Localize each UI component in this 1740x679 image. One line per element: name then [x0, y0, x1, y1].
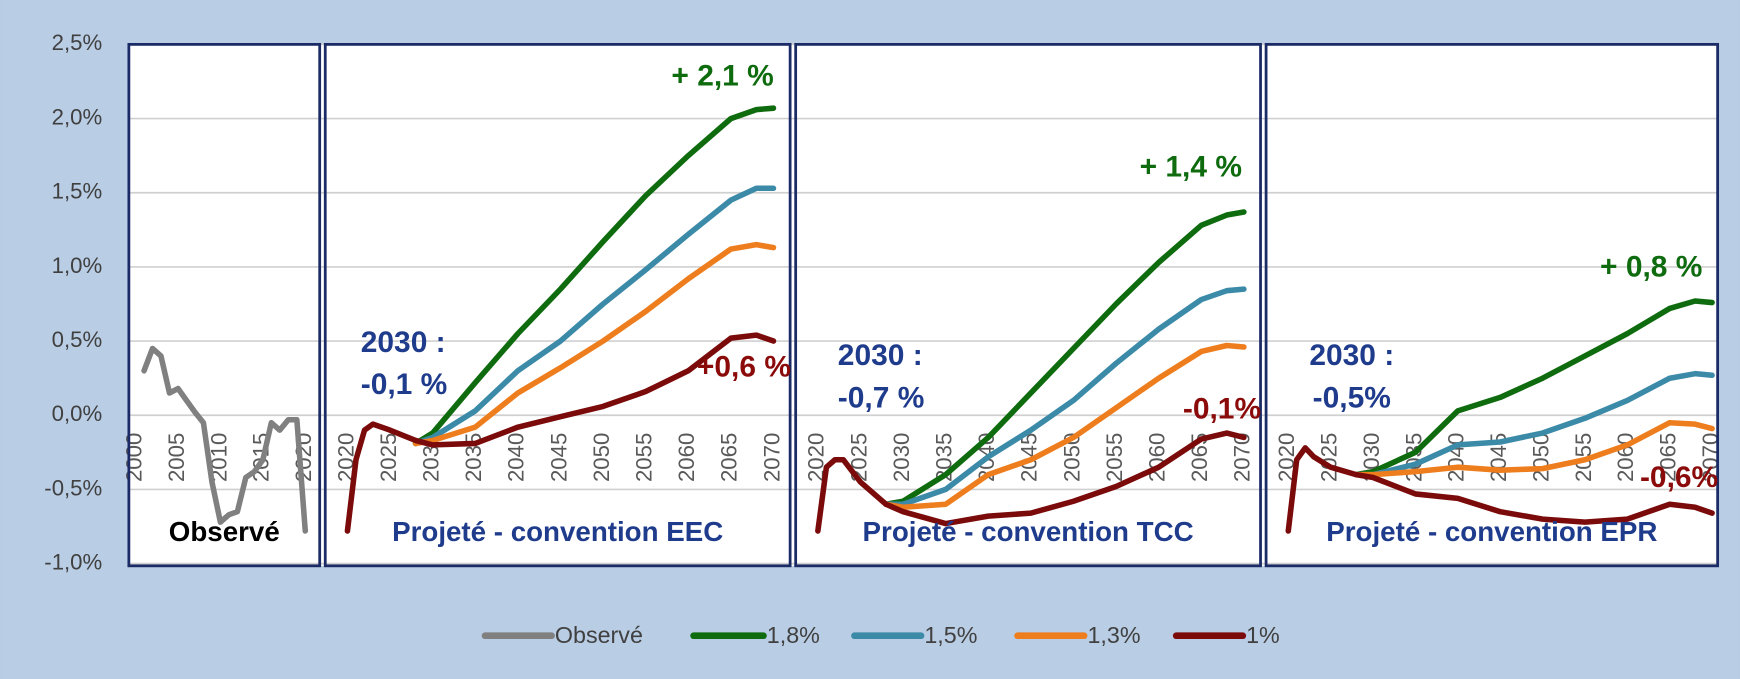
- annotation: -0,6%: [1640, 461, 1718, 494]
- x-tick-label: 2050: [1528, 433, 1553, 482]
- y-tick-label: 1,0%: [52, 253, 103, 278]
- y-tick-label: -1,0%: [44, 549, 102, 574]
- x-tick-label: 2070: [1230, 433, 1255, 482]
- x-tick-label: 2055: [1102, 433, 1127, 482]
- series-line: [412, 105, 777, 447]
- series-line: [1353, 419, 1715, 478]
- panel-title: Observé: [169, 516, 280, 547]
- annotation: 2030 :: [1309, 339, 1394, 372]
- series-line: [1353, 370, 1715, 478]
- annotation: +0,6 %: [697, 350, 791, 383]
- series-line: [344, 332, 777, 534]
- y-tick-label: -0,5%: [44, 475, 102, 500]
- x-tick-label: 2025: [846, 433, 871, 482]
- legend-label: 1,8%: [767, 622, 820, 648]
- series-line: [1285, 445, 1715, 534]
- plot-area: [128, 44, 1718, 566]
- legend-label: 1,5%: [924, 622, 977, 648]
- panel-frame: [323, 42, 792, 568]
- x-tick-label: 2005: [164, 433, 189, 482]
- series-line: [883, 342, 1247, 511]
- series-line: [412, 241, 777, 447]
- annotation: -0,5%: [1313, 381, 1391, 414]
- panel-title: Projeté - convention TCC: [863, 516, 1194, 547]
- series-line: [883, 286, 1247, 508]
- x-tick-label: 2040: [504, 433, 529, 482]
- series-line: [412, 185, 777, 447]
- series-line: [815, 430, 1247, 534]
- annotation: 2030 :: [361, 326, 446, 359]
- x-tick-label: 2065: [1656, 433, 1681, 482]
- x-tick-label: 2060: [674, 433, 699, 482]
- annotation: + 0,8 %: [1600, 250, 1702, 283]
- x-tick-label: 2045: [546, 433, 571, 482]
- y-tick-label: 0,5%: [52, 327, 103, 352]
- x-tick-label: 2025: [376, 433, 401, 482]
- x-tick-label: 2030: [889, 433, 914, 482]
- x-tick-label: 2055: [632, 433, 657, 482]
- annotation: -0,7 %: [838, 381, 925, 414]
- annotation: -0,1%: [1183, 392, 1261, 425]
- annotation: + 2,1 %: [671, 60, 773, 93]
- series-line: [1353, 298, 1715, 478]
- series-line: [883, 209, 1247, 508]
- x-tick-label: 2040: [1444, 433, 1469, 482]
- x-tick-label: 2050: [589, 433, 614, 482]
- annotation: -0,1 %: [361, 368, 448, 401]
- y-tick-label: 2,5%: [52, 30, 103, 55]
- y-tick-label: 0,0%: [52, 401, 103, 426]
- panel-title: Projeté - convention EEC: [392, 516, 723, 547]
- legend-label: Observé: [555, 622, 643, 648]
- annotation: 2030 :: [838, 339, 923, 372]
- legend-label: 1,3%: [1087, 622, 1140, 648]
- panel-frame: [127, 42, 322, 568]
- series-line: [141, 345, 309, 534]
- y-tick-label: 2,0%: [52, 104, 103, 129]
- x-tick-label: 2000: [121, 433, 146, 482]
- annotation: + 1,4 %: [1140, 151, 1242, 184]
- x-tick-label: 2065: [717, 433, 742, 482]
- x-tick-label: 2025: [1317, 433, 1342, 482]
- panel-frame: [1264, 42, 1720, 568]
- x-tick-label: 2070: [759, 433, 784, 482]
- panel-frame: [794, 42, 1262, 568]
- legend-label: 1%: [1246, 622, 1280, 648]
- y-tick-label: 1,5%: [52, 179, 103, 204]
- panel-title: Projeté - convention EPR: [1326, 516, 1657, 547]
